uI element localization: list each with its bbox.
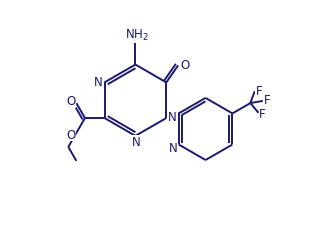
- Text: O: O: [66, 95, 75, 108]
- Text: N: N: [169, 142, 177, 155]
- Text: NH$_2$: NH$_2$: [125, 28, 148, 43]
- Text: F: F: [259, 107, 266, 120]
- Text: F: F: [264, 94, 270, 107]
- Text: O: O: [66, 128, 75, 141]
- Text: F: F: [256, 84, 262, 97]
- Text: N: N: [131, 136, 140, 148]
- Text: N: N: [168, 111, 177, 124]
- Text: O: O: [180, 59, 189, 71]
- Text: N: N: [94, 75, 102, 88]
